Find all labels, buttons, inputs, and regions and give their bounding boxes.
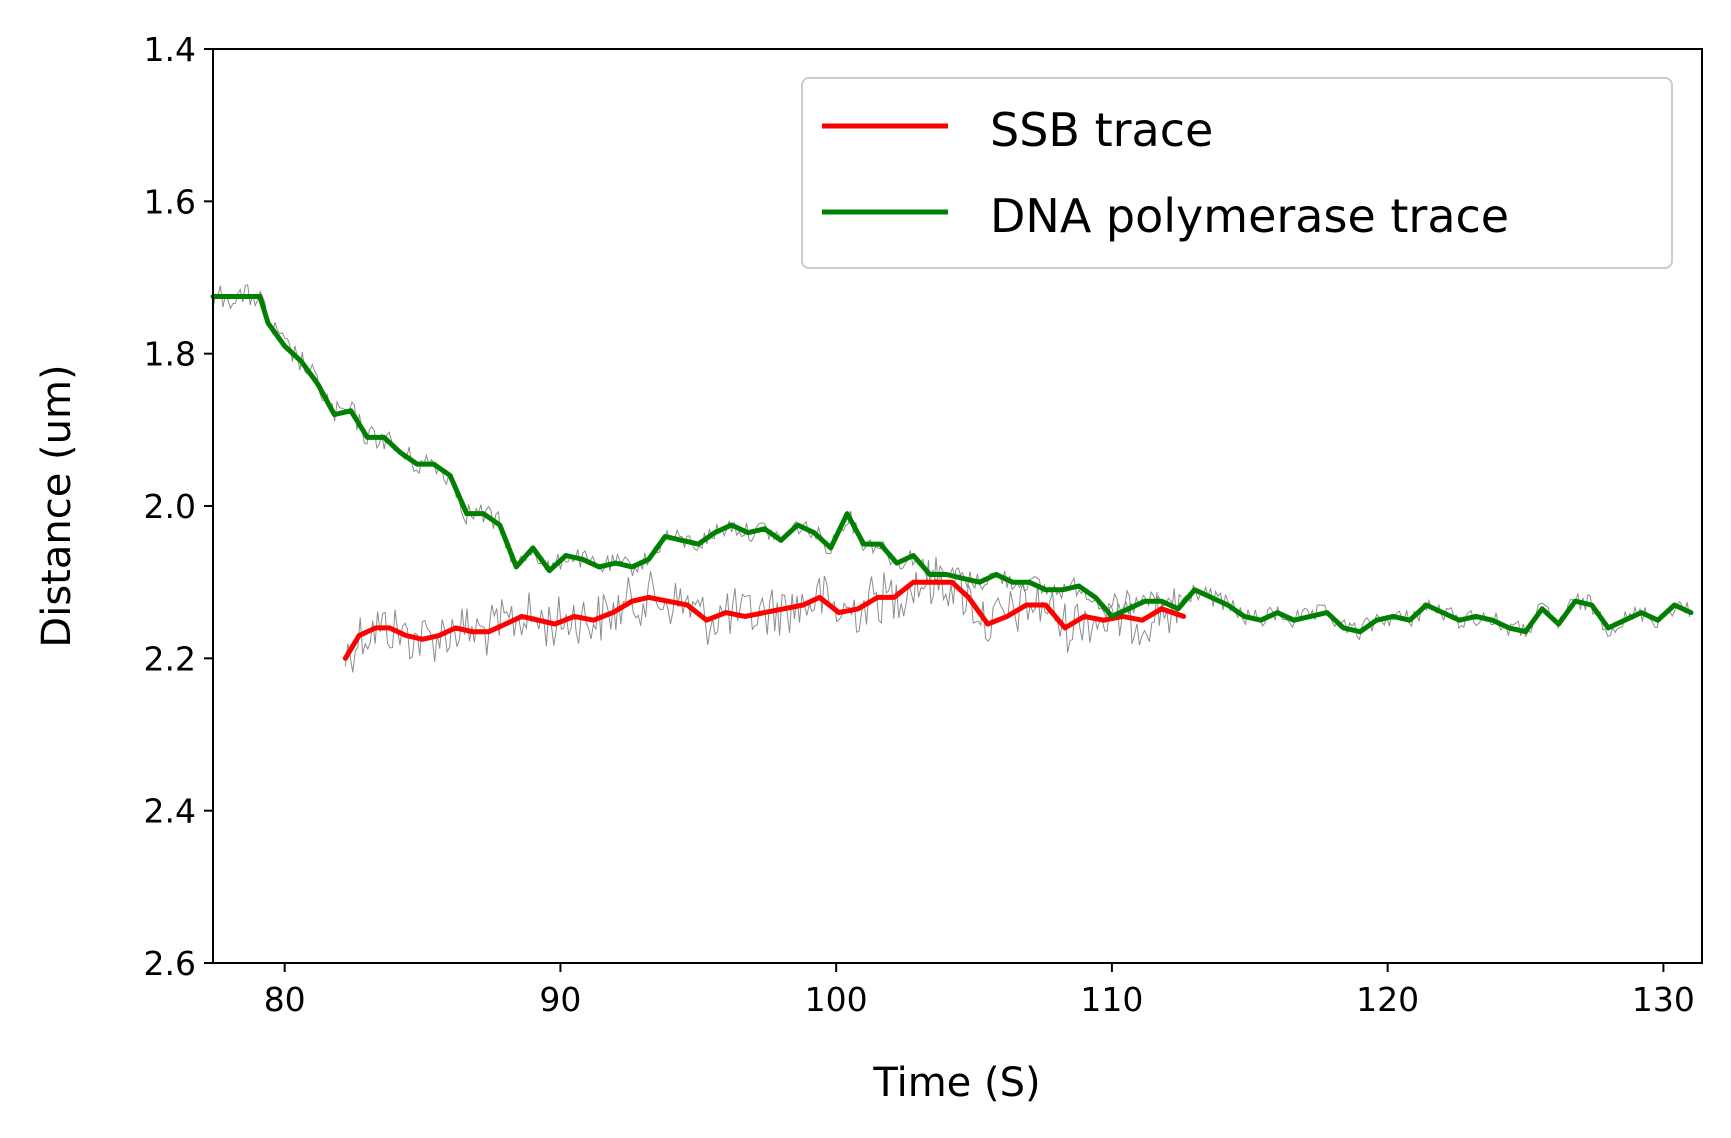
x-tick-label: 100: [805, 980, 868, 1019]
y-tick-label: 2.6: [144, 944, 196, 983]
legend-box: [801, 77, 1673, 269]
y-tick-label: 2.0: [144, 487, 196, 526]
y-tick-label: 1.6: [144, 182, 196, 221]
series-line-ssb: [342, 579, 1187, 661]
legend: SSB trace DNA polymerase trace: [801, 77, 1673, 269]
y-axis: 1.4 1.6 1.8 2.0 2.2 2.4 2.6: [144, 30, 213, 983]
y-tick-label: 2.2: [144, 639, 196, 678]
x-tick-label: 110: [1080, 980, 1143, 1019]
y-tick-label: 1.8: [144, 335, 196, 374]
series-line-dna-polymerase: [210, 294, 1694, 635]
y-tick-label: 1.4: [144, 30, 196, 69]
x-tick-label: 80: [264, 980, 306, 1019]
y-axis-label: Distance (um): [34, 364, 80, 647]
y-tick-label: 2.4: [144, 792, 196, 831]
x-axis: 80 90 100 110 120 130: [264, 963, 1695, 1019]
legend-label-dna-polymerase: DNA polymerase trace: [990, 189, 1509, 243]
series-lines: [210, 294, 1694, 661]
x-tick-label: 120: [1356, 980, 1419, 1019]
legend-label-ssb: SSB trace: [990, 103, 1213, 157]
x-tick-label: 90: [539, 980, 581, 1019]
x-tick-label: 130: [1632, 980, 1695, 1019]
x-axis-label: Time (S): [872, 1060, 1040, 1106]
